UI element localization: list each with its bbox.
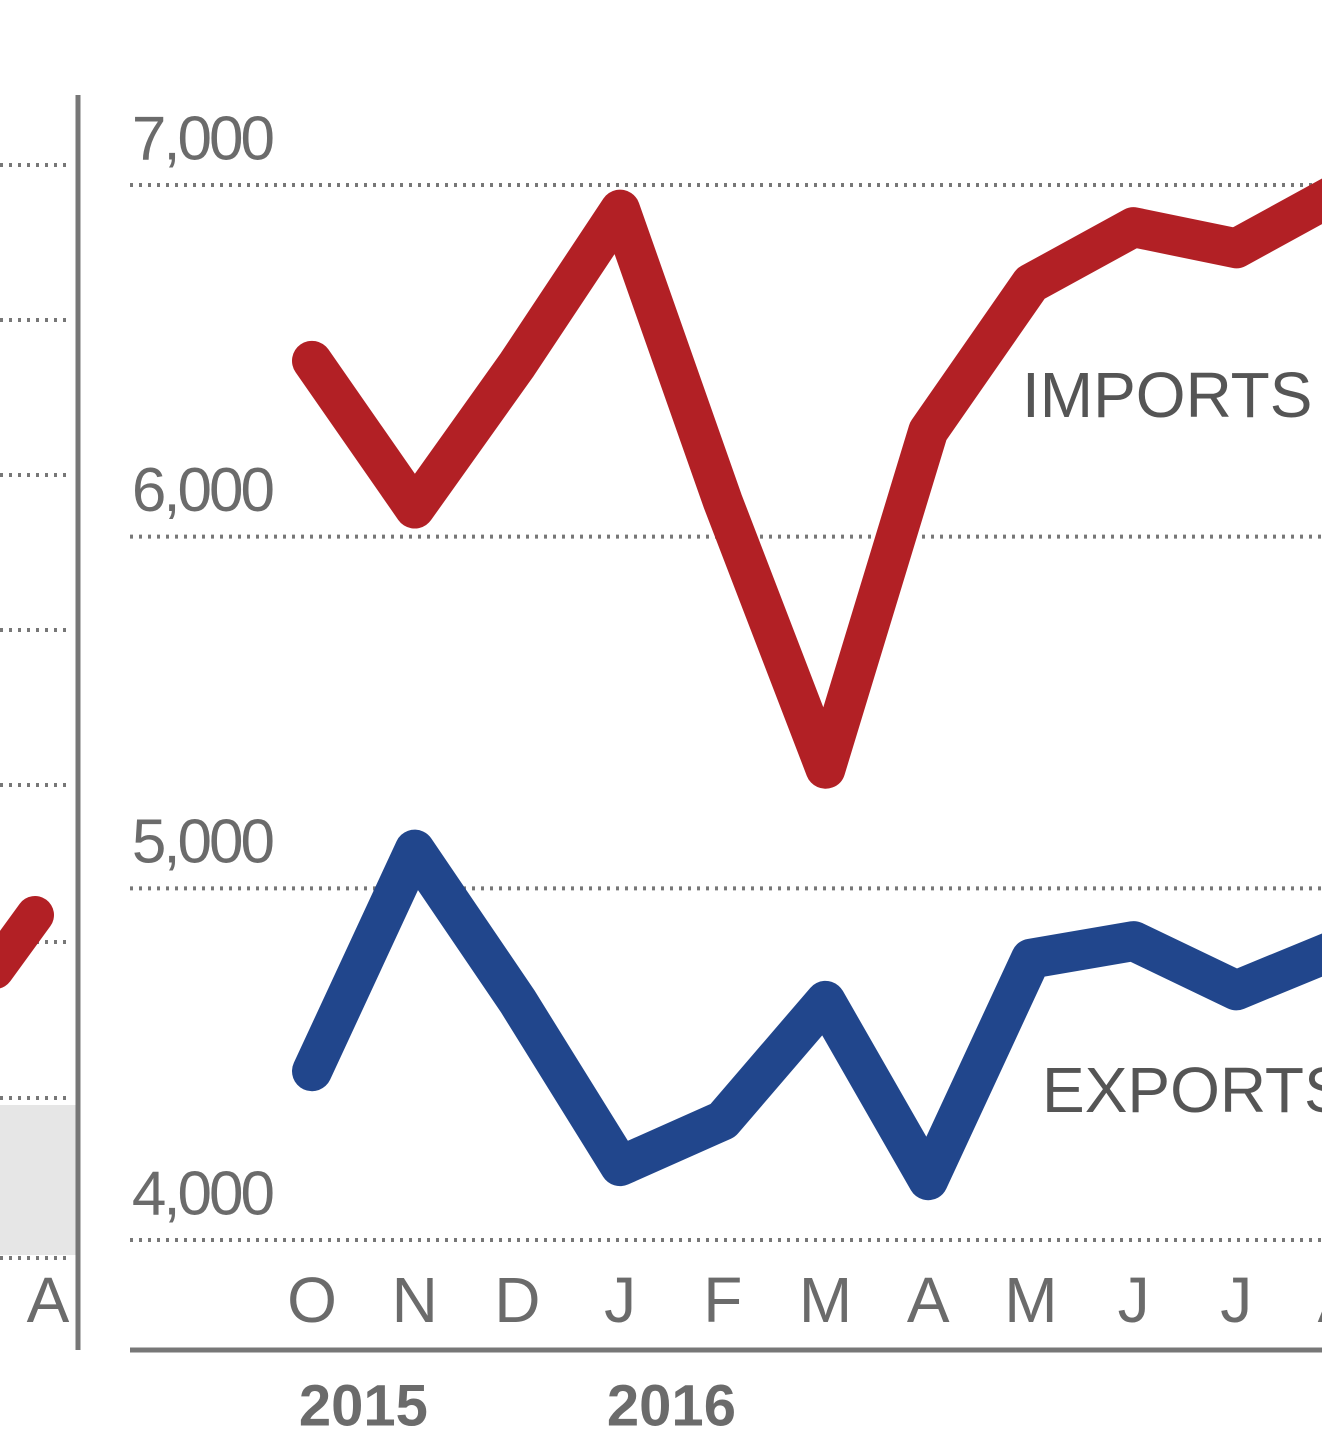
series-label: IMPORTS bbox=[1022, 359, 1312, 431]
x-tick-label: N bbox=[392, 1264, 438, 1336]
x-tick-label: A bbox=[1318, 1264, 1322, 1336]
series-line bbox=[292, 829, 1322, 1201]
x-tick-label: F bbox=[703, 1264, 742, 1336]
shade bbox=[0, 1105, 80, 1255]
series-line bbox=[292, 178, 1322, 789]
series-label: EXPORTS bbox=[1042, 1054, 1322, 1126]
x-tick-label: O bbox=[287, 1264, 337, 1336]
right-panel: 4,0005,0006,0007,000ONDJFMAMJJA20152016I… bbox=[130, 104, 1322, 1438]
x-tick-label: J bbox=[1220, 1264, 1252, 1336]
line-fragment bbox=[0, 896, 54, 989]
x-tick-label: A bbox=[907, 1264, 950, 1336]
x-tick-label: M bbox=[799, 1264, 852, 1336]
year-label: 2015 bbox=[299, 1373, 428, 1438]
year-label: 2016 bbox=[607, 1373, 736, 1438]
y-tick-label: 5,000 bbox=[132, 808, 274, 877]
x-tick-label: J bbox=[1118, 1264, 1150, 1336]
left-panel: A bbox=[0, 95, 81, 1350]
x-tick-label: A bbox=[27, 1264, 70, 1336]
y-tick-label: 6,000 bbox=[132, 456, 274, 525]
y-tick-label: 7,000 bbox=[132, 104, 274, 173]
x-tick-label: J bbox=[604, 1264, 636, 1336]
x-tick-label: M bbox=[1004, 1264, 1057, 1336]
y-tick-label: 4,000 bbox=[132, 1159, 274, 1228]
x-tick-label: D bbox=[494, 1264, 540, 1336]
